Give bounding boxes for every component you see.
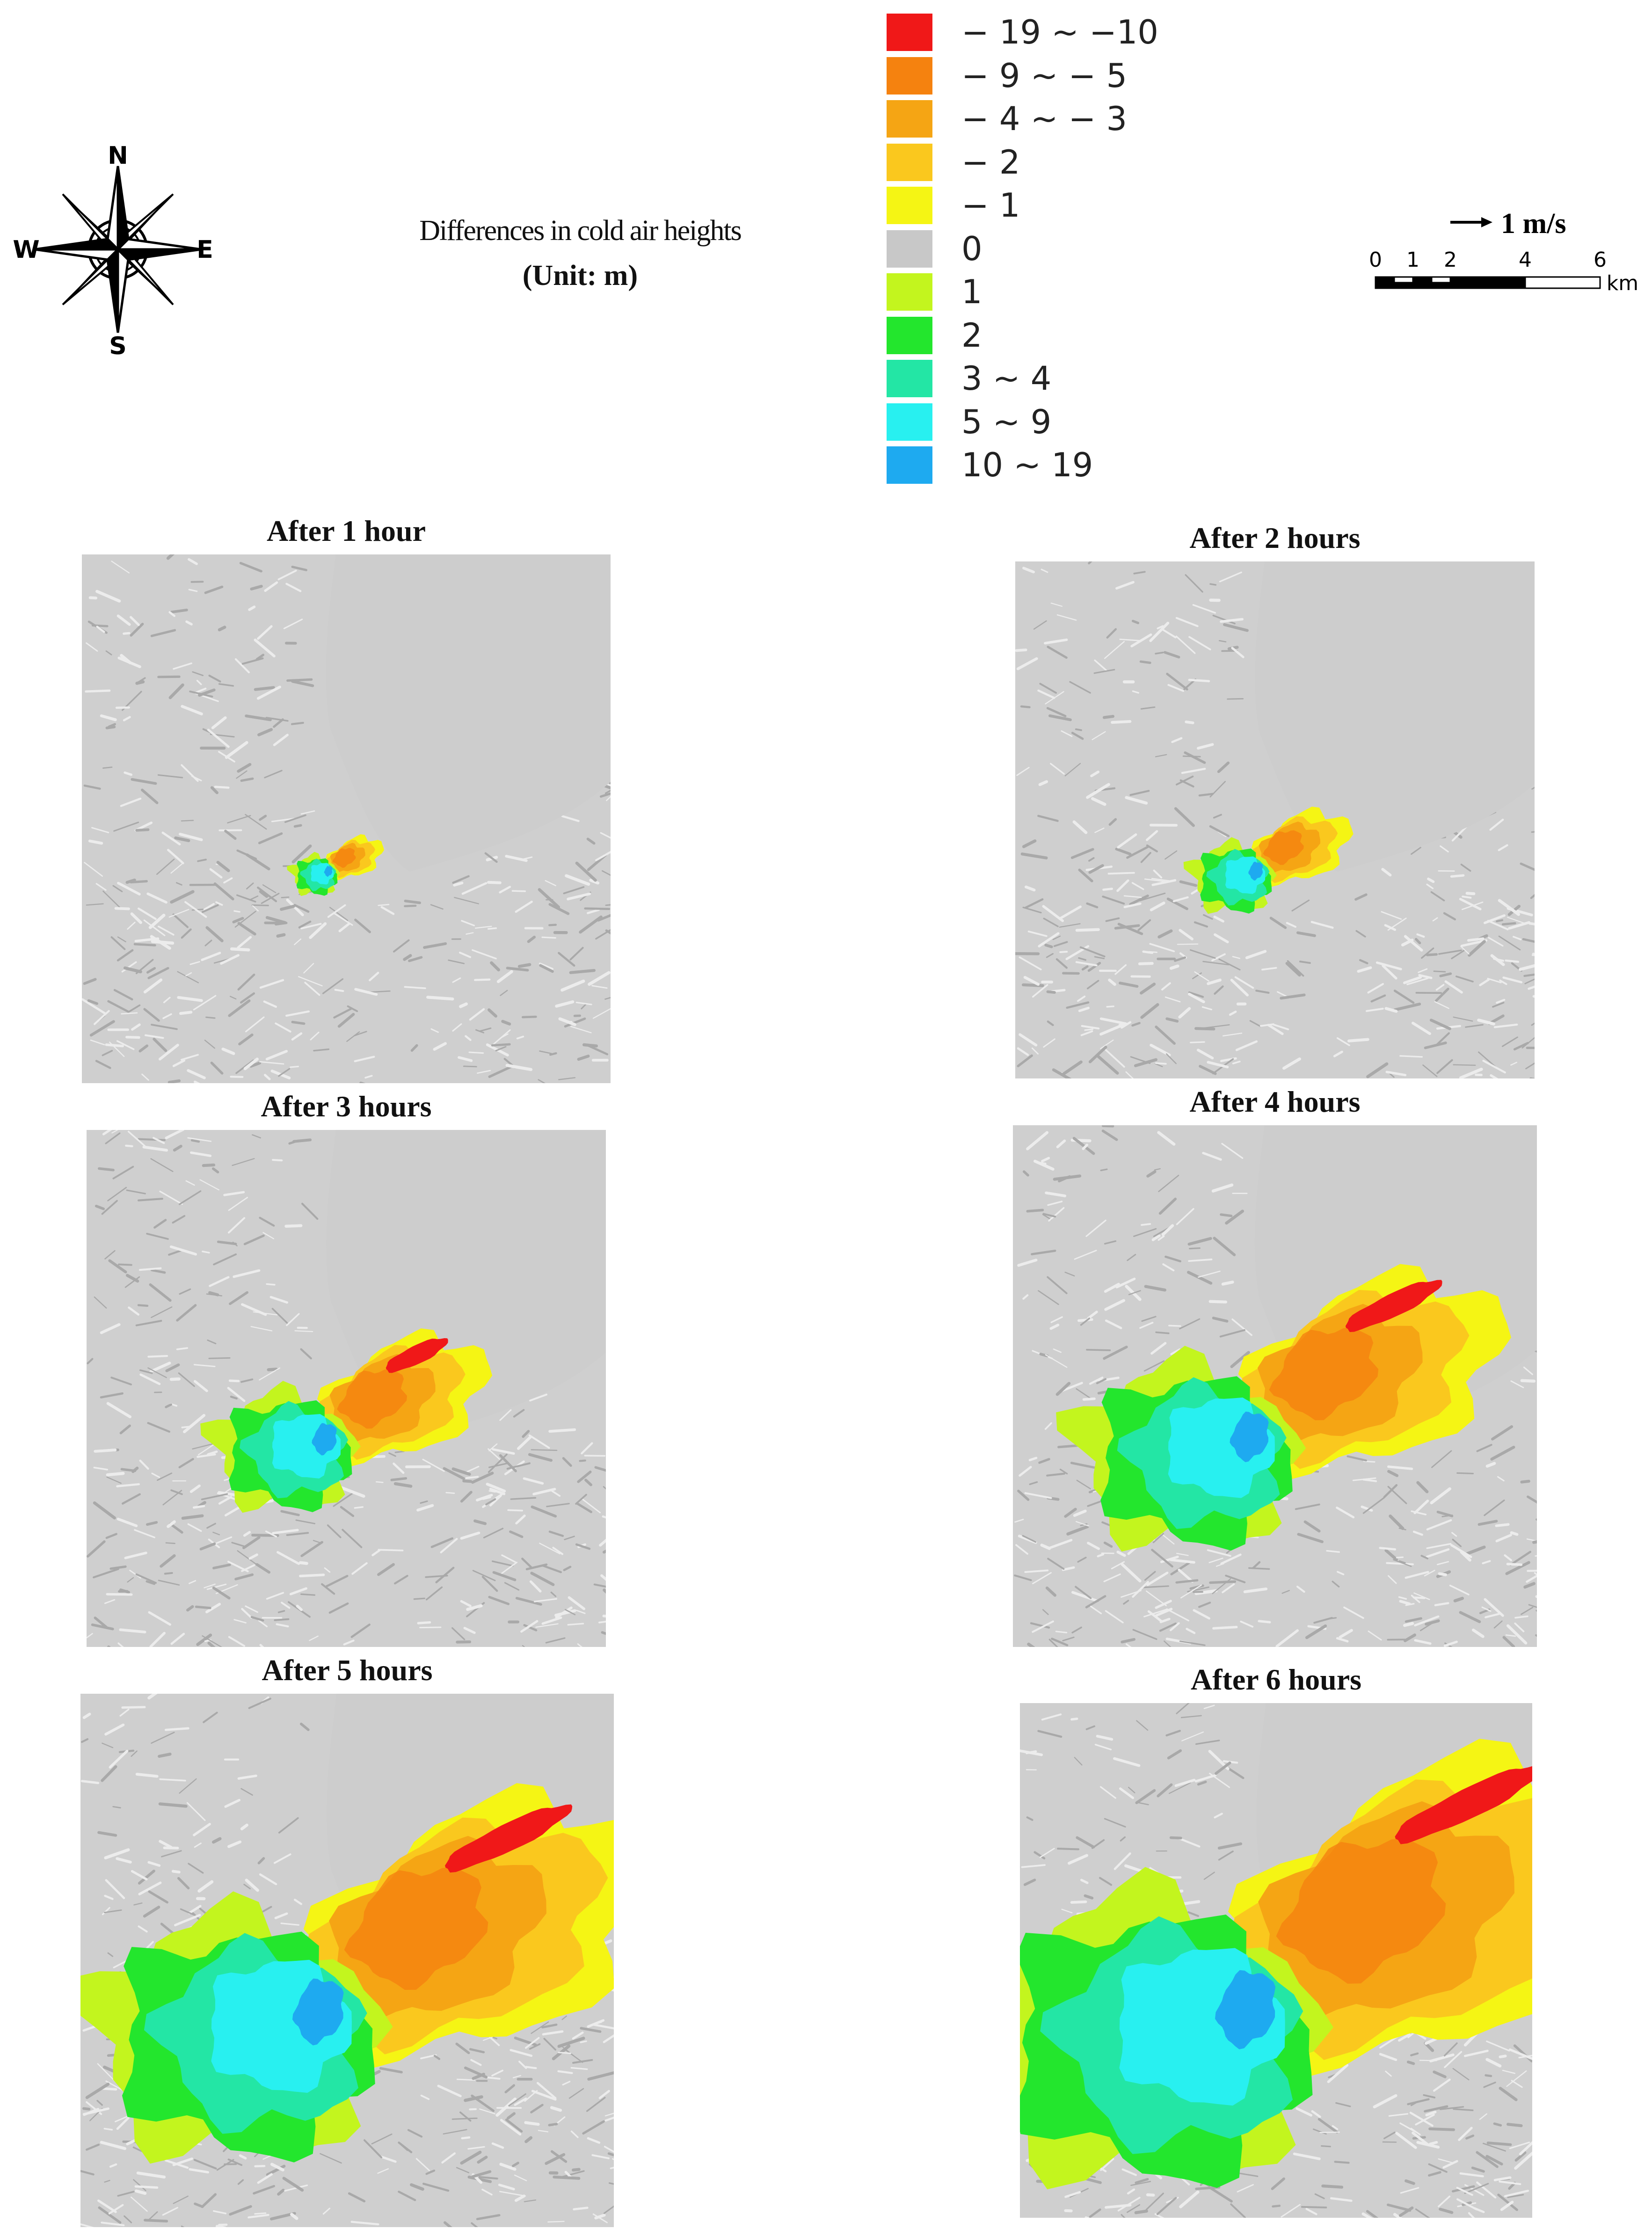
- scale-tick-2: 2: [1444, 248, 1457, 272]
- plume-region: [1269, 1327, 1379, 1420]
- basin-plain: [326, 554, 611, 872]
- legend-label: − 19 ~ −10: [961, 13, 1158, 51]
- map-panel: After 4 hours: [1013, 1083, 1537, 1647]
- plume-region: [386, 1338, 448, 1373]
- panel-title: After 5 hours: [262, 1653, 433, 1687]
- legend-swatch: [887, 187, 932, 224]
- cold-air-map: [82, 554, 611, 1083]
- basin-plain: [1255, 561, 1535, 872]
- legend-item: − 4 ~ − 3: [887, 98, 1177, 142]
- scale-tick-6: 6: [1594, 248, 1607, 272]
- legend-swatch: [887, 57, 932, 95]
- legend-label: − 4 ~ − 3: [961, 100, 1128, 138]
- panel-title: After 2 hours: [1189, 521, 1361, 554]
- legend-label: − 9 ~ − 5: [961, 56, 1128, 95]
- panel-title: After 1 hour: [266, 514, 426, 547]
- cold-air-map: [1020, 1703, 1532, 2218]
- scale-unit-label: km: [1607, 271, 1637, 295]
- legend-swatch: [887, 316, 932, 354]
- legend-label: 10 ~ 19: [961, 446, 1093, 484]
- compass-east-label: E: [196, 236, 213, 264]
- legend-label: 0: [961, 229, 982, 268]
- legend-item: 2: [887, 315, 1177, 358]
- wind-vector-arrow-icon: [1450, 217, 1492, 227]
- legend-item: 1: [887, 271, 1177, 315]
- plume-region: [1345, 1280, 1442, 1332]
- panel-title: After 4 hours: [1189, 1085, 1361, 1118]
- map-panel: After 3 hours: [87, 1088, 606, 1647]
- plume-region: [312, 1423, 337, 1456]
- legend-item: − 19 ~ −10: [887, 12, 1177, 55]
- cold-air-map: [80, 1694, 614, 2227]
- plume-region: [445, 1804, 573, 1873]
- panel-title: After 6 hours: [1191, 1663, 1361, 1696]
- compass-south-label: S: [109, 332, 126, 358]
- legend-swatch: [887, 14, 932, 51]
- north-arrow-compass-icon: N S E W: [13, 143, 213, 358]
- legend-label: 1: [961, 273, 982, 311]
- compass-north-label: N: [108, 143, 128, 170]
- legend-swatch: [887, 100, 932, 138]
- plume-region: [1395, 1766, 1532, 1844]
- legend-swatch: [887, 230, 932, 268]
- panel-title: After 3 hours: [261, 1090, 432, 1123]
- map-panel: After 5 hours: [80, 1652, 614, 2227]
- plume-region: [1230, 1412, 1269, 1463]
- cold-air-map: [1015, 561, 1535, 1078]
- color-legend: − 19 ~ −10 − 9 ~ − 5 − 4 ~ − 3 − 2 − 1 0 1 2 3 ~…: [887, 12, 1177, 488]
- legend-item: − 2: [887, 142, 1177, 185]
- plume-region: [337, 1369, 408, 1429]
- legend-item: 10 ~ 19: [887, 444, 1177, 488]
- scale-tick-1: 1: [1406, 248, 1419, 272]
- map-panel: After 1 hour: [82, 512, 611, 1083]
- legend-item: 5 ~ 9: [887, 401, 1177, 445]
- scale-bar: 1 m/s 0 1 2 4 6 km: [1369, 208, 1637, 295]
- scale-tick-4: 4: [1519, 248, 1532, 272]
- legend-swatch: [887, 360, 932, 397]
- map-panel: After 6 hours: [1020, 1661, 1532, 2218]
- plume-region: [1276, 1838, 1446, 1984]
- plume-region: [1215, 1970, 1276, 2049]
- legend-label: − 2: [961, 143, 1020, 182]
- legend-title-line1: Differences in cold air heights: [419, 215, 742, 247]
- cold-air-map: [1013, 1125, 1537, 1647]
- plume-region: [1248, 861, 1263, 881]
- legend-unit-label: (Unit: m): [522, 260, 638, 291]
- hillshade-relief: [1015, 561, 1535, 1078]
- map-panel: After 2 hours: [1015, 519, 1535, 1078]
- scale-tick-0: 0: [1369, 248, 1382, 272]
- legend-swatch: [887, 403, 932, 441]
- cold-air-map: [87, 1130, 606, 1647]
- wind-vector-label: 1 m/s: [1501, 208, 1566, 240]
- plume-region: [332, 848, 356, 868]
- compass-west-label: W: [13, 236, 39, 264]
- legend-title: Differences in cold air heights (Unit: m…: [356, 208, 805, 298]
- legend-label: 5 ~ 9: [961, 402, 1052, 441]
- plume-region: [1263, 830, 1304, 865]
- legend-item: 3 ~ 4: [887, 358, 1177, 401]
- plume-region: [344, 1867, 488, 1990]
- legend-item: − 9 ~ − 5: [887, 55, 1177, 99]
- legend-swatch: [887, 143, 932, 181]
- legend-item: − 1: [887, 185, 1177, 228]
- legend-label: 3 ~ 4: [961, 359, 1052, 398]
- legend-swatch: [887, 273, 932, 311]
- plume-region: [292, 1978, 344, 2046]
- legend-swatch: [887, 446, 932, 484]
- legend-label: 2: [961, 316, 982, 355]
- legend-item: 0: [887, 228, 1177, 272]
- plume-region: [324, 866, 333, 877]
- legend-label: − 1: [961, 186, 1020, 225]
